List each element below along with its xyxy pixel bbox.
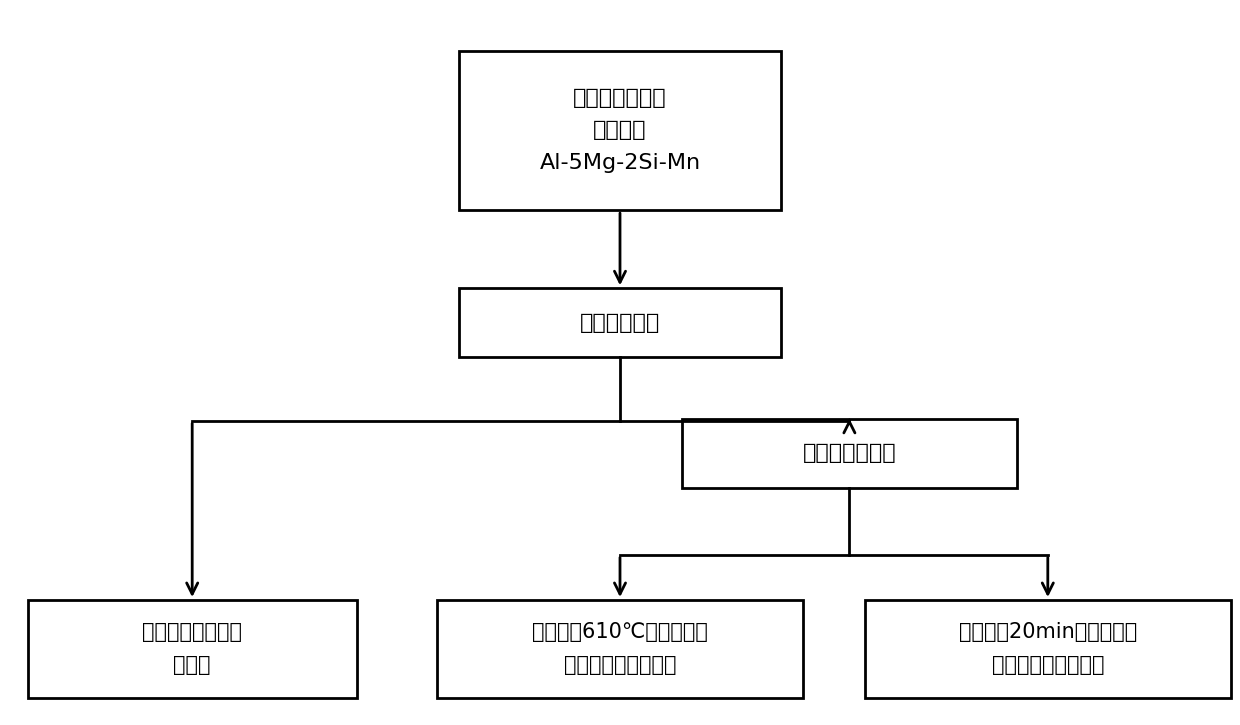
- Text: 等温温度610℃，不同等温
时间半固态组织演变: 等温温度610℃，不同等温 时间半固态组织演变: [532, 623, 708, 675]
- Text: 不同压射压力下铸
态组织: 不同压射压力下铸 态组织: [143, 623, 242, 675]
- Text: 不同压射压力下
压铸成型
Al-5Mg-2Si-Mn: 不同压射压力下 压铸成型 Al-5Mg-2Si-Mn: [539, 88, 701, 173]
- Bar: [459, 51, 781, 210]
- Bar: [438, 600, 802, 697]
- Text: 半固态合金试棒: 半固态合金试棒: [802, 443, 897, 463]
- Bar: [682, 419, 1017, 488]
- Bar: [459, 288, 781, 357]
- Text: 标准压铸试棒: 标准压铸试棒: [580, 312, 660, 333]
- Bar: [866, 600, 1230, 697]
- Text: 等温时间20min，不同等温
温度半固态组织演变: 等温时间20min，不同等温 温度半固态组织演变: [959, 623, 1137, 675]
- Bar: [27, 600, 357, 697]
